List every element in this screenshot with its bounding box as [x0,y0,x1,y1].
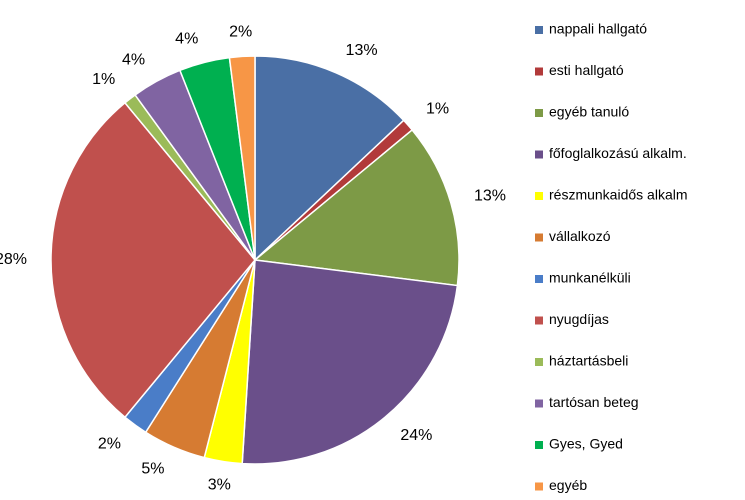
pie-slice [228,55,256,261]
legend-swatch [535,150,543,159]
legend-label: nappali hallgató [549,21,647,37]
data-label: 2% [229,24,252,41]
legend-swatch [535,233,543,242]
data-label: 1% [426,100,449,117]
legend-label: munkanélküli [549,270,631,286]
legend-label: háztartásbeli [549,353,628,369]
data-label: 4% [175,30,198,47]
legend-label: nyugdíjas [549,311,609,327]
pie-slice [50,101,256,419]
legend-label: egyéb [549,477,587,493]
data-label: 13% [474,188,506,205]
legend-swatch [535,316,543,325]
data-label: 1% [92,71,115,88]
legend-swatch [535,275,543,283]
legend-label: főfoglalkozású alkalm. [549,145,687,161]
data-label: 24% [400,427,432,444]
pie-slice [254,55,405,262]
legend-label: vállalkozó [549,228,611,244]
data-label: 2% [98,436,121,453]
data-label: 3% [208,476,231,493]
data-label: 28% [0,251,27,268]
data-label: 13% [346,42,378,59]
pie-slice [253,128,460,287]
legend-swatch [535,109,543,117]
legend-swatch [535,441,543,449]
pie-slice [241,259,459,465]
legend-swatch [535,482,543,491]
data-label: 4% [122,51,145,68]
legend-label: esti hallgató [549,62,624,78]
legend-swatch [535,67,543,76]
legend-swatch [535,399,543,408]
legend-label: Gyes, Gyed [549,436,623,452]
legend-swatch [535,192,543,200]
legend-label: tartósan beteg [549,394,639,410]
legend-swatch [535,26,543,34]
legend-label: részmunkaidős alkalm [549,187,688,203]
data-label: 5% [141,460,164,477]
legend-swatch [535,358,543,366]
legend-label: egyéb tanuló [549,104,629,120]
